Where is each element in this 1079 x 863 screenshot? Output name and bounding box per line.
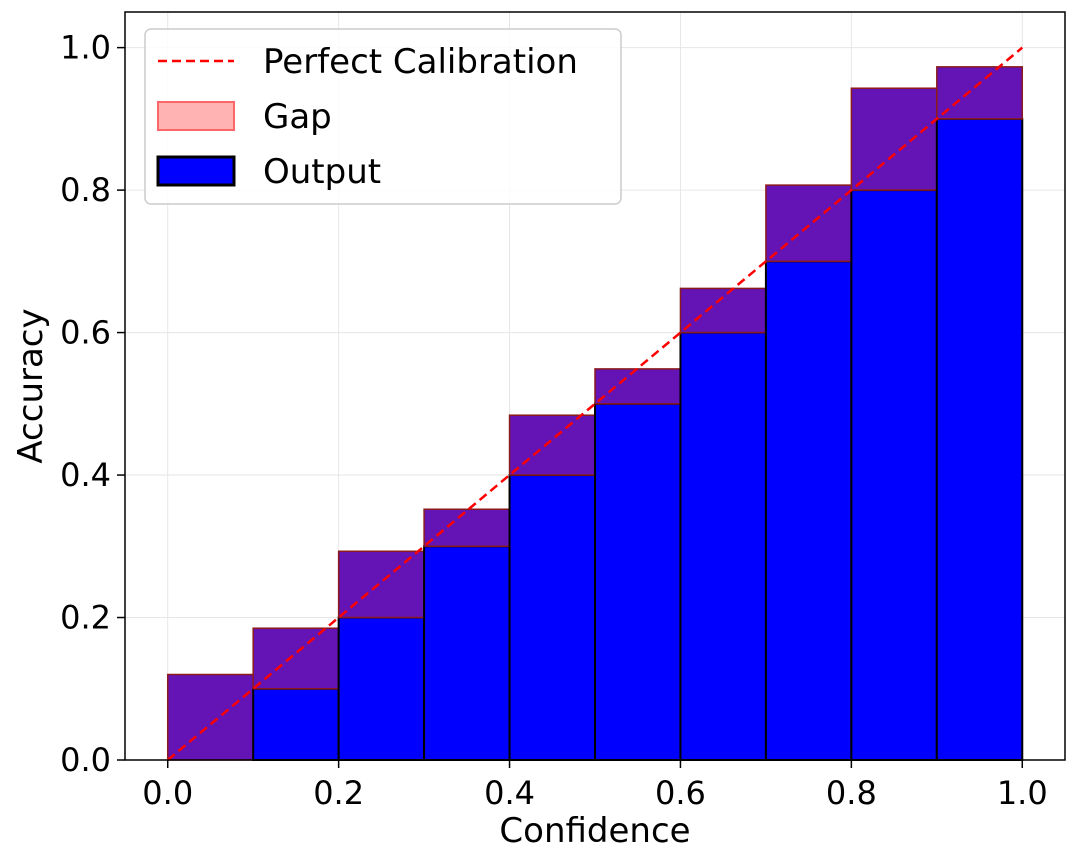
output-bar (508, 474, 596, 761)
gap-bar (252, 627, 340, 690)
output-bar (935, 117, 1024, 762)
axis-ticks: 0.0 0.2 0.4 0.6 0.8 1.0 0.0 0.2 0.4 0.6 0.8 1.0 (60, 29, 1048, 812)
gap-bar (166, 673, 254, 761)
y-axis-label: Accuracy (11, 308, 51, 463)
x-axis-label: Confidence (499, 811, 690, 851)
legend-gap-swatch (157, 101, 235, 131)
x-tick-label: 0.2 (313, 774, 364, 812)
gap-bar (423, 508, 511, 548)
output-bar (423, 545, 511, 761)
output-bar (594, 402, 682, 761)
legend-box (144, 28, 622, 205)
calibration-line (166, 46, 1024, 761)
x-tick-label: 0.8 (826, 774, 877, 812)
gap-bar (594, 368, 682, 405)
legend-output-swatch (156, 155, 236, 187)
y-tick-label: 0.2 (60, 599, 111, 637)
gap-bar (679, 287, 767, 334)
y-tick-label: 0.6 (60, 314, 111, 352)
bars (166, 66, 1024, 762)
gap-bar (508, 414, 596, 476)
legend-label: Output (263, 152, 381, 192)
perfect-calibration-line (166, 46, 1024, 761)
legend: Perfect Calibration Gap Output (144, 28, 622, 205)
x-tick-label: 0.4 (484, 774, 535, 812)
y-tick-label: 0.0 (60, 741, 111, 779)
y-tick-label: 0.4 (60, 456, 111, 494)
x-tick-label: 0.0 (142, 774, 193, 812)
gap-bar (850, 87, 938, 191)
gap-bar (936, 66, 1024, 120)
gap-bar (765, 184, 853, 263)
x-tick-label: 1.0 (997, 774, 1048, 812)
legend-label: Perfect Calibration (263, 42, 578, 82)
output-bar (337, 616, 426, 761)
output-bar (679, 331, 767, 761)
plot-frame (124, 11, 1066, 761)
output-bar (764, 260, 853, 761)
x-tick-label: 0.6 (655, 774, 706, 812)
legend-label: Gap (263, 97, 332, 137)
output-bar (850, 189, 938, 762)
y-tick-label: 1.0 (60, 29, 111, 67)
output-bar (252, 687, 340, 761)
y-tick-label: 0.8 (60, 171, 111, 209)
